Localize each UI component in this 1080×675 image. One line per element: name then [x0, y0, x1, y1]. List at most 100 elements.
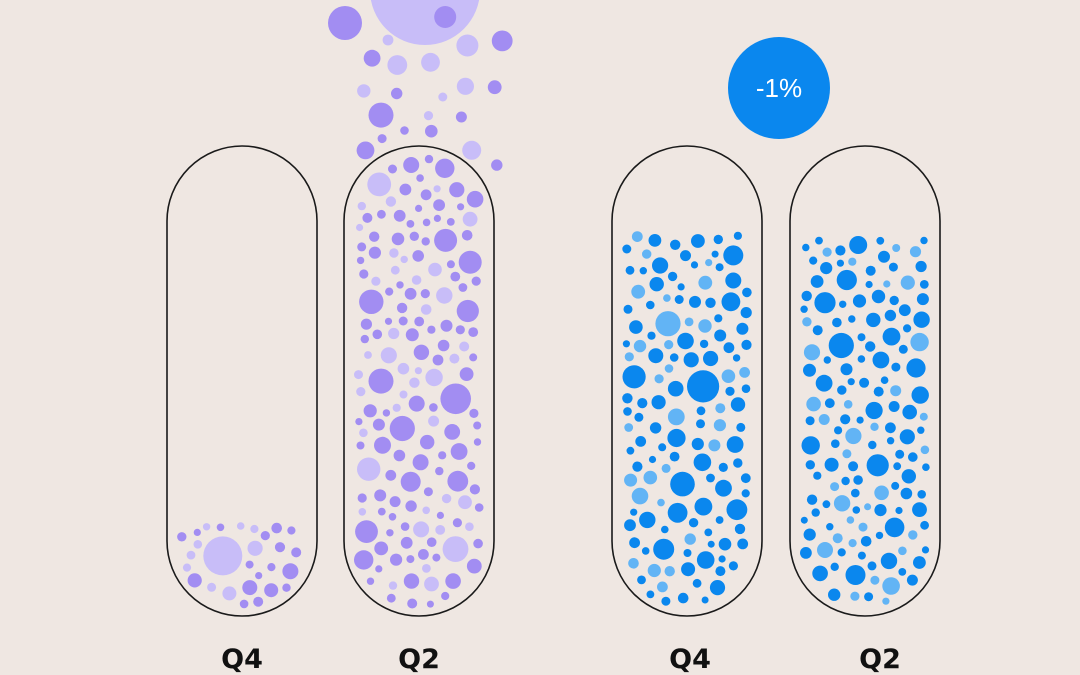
- bubble: [920, 520, 929, 530]
- bubble: [868, 440, 877, 450]
- bubble: [849, 236, 868, 254]
- bubble: [412, 250, 425, 262]
- bubble: [882, 597, 890, 605]
- bubble: [424, 154, 434, 164]
- bubble: [737, 538, 749, 550]
- bubble: [282, 583, 291, 592]
- bubble: [663, 294, 671, 302]
- bubble: [236, 522, 245, 530]
- bubble: [253, 596, 264, 607]
- bubble: [901, 469, 916, 484]
- bubble: [455, 325, 465, 335]
- bubble: [847, 378, 855, 386]
- bubble: [388, 164, 397, 174]
- bubble: [372, 329, 383, 340]
- bubble: [622, 393, 633, 404]
- bubbles-q2-blue: [800, 236, 930, 605]
- bubble: [390, 553, 403, 566]
- bubble: [255, 572, 263, 580]
- bubble: [187, 573, 202, 588]
- bubble: [357, 493, 367, 503]
- bubble: [458, 495, 472, 510]
- bubble: [447, 470, 469, 492]
- bubble: [368, 246, 381, 259]
- bubble: [800, 547, 812, 559]
- bubble: [706, 473, 715, 483]
- bubble: [696, 419, 705, 429]
- bubbles-q2-purple: [354, 6, 513, 609]
- bubble: [403, 157, 420, 173]
- bubble: [651, 395, 666, 410]
- bubble: [910, 332, 929, 352]
- bubble: [818, 414, 830, 425]
- bubble: [359, 428, 368, 438]
- bubble: [652, 257, 669, 274]
- bubble: [883, 280, 891, 288]
- bubble: [889, 295, 899, 306]
- bubble: [639, 267, 647, 275]
- bubble: [432, 553, 441, 562]
- bubble: [715, 403, 726, 414]
- bubble: [919, 280, 929, 289]
- bubble: [467, 461, 476, 470]
- bubble: [631, 284, 646, 299]
- bubble: [813, 471, 822, 480]
- bubble: [639, 511, 656, 529]
- bubble: [736, 422, 746, 432]
- bubble: [388, 581, 398, 590]
- bubble: [441, 591, 450, 601]
- bubble: [714, 329, 727, 342]
- bubble: [363, 404, 377, 418]
- bubble: [824, 398, 835, 409]
- bubble: [856, 416, 864, 424]
- bubble: [418, 549, 429, 560]
- bubble: [440, 319, 453, 332]
- capsule-q2-purple: [343, 145, 495, 617]
- bubble: [466, 558, 482, 574]
- bubble: [428, 415, 440, 427]
- bubble: [374, 436, 391, 454]
- overflow-bubble: [395, 13, 405, 22]
- bubble: [646, 590, 655, 599]
- overflow-bubble: [491, 30, 513, 52]
- bubble: [413, 344, 430, 360]
- bubble: [733, 231, 743, 240]
- bubble: [830, 562, 839, 571]
- bubble: [817, 542, 833, 558]
- bubble: [908, 530, 918, 540]
- bubble: [890, 385, 902, 397]
- bubble: [415, 204, 423, 212]
- bubble: [713, 419, 727, 432]
- tick-label-q2-purple: Q2: [398, 644, 440, 675]
- bubble: [696, 551, 715, 569]
- bubble: [732, 354, 741, 362]
- bubble: [865, 401, 883, 420]
- bubble: [857, 551, 866, 560]
- overflow-bubble: [356, 141, 375, 160]
- bubble: [222, 586, 237, 601]
- bubble: [245, 560, 254, 569]
- bubble: [837, 548, 846, 557]
- bubble: [711, 250, 719, 258]
- bubble: [741, 489, 750, 498]
- bubble: [469, 408, 479, 418]
- bubble: [812, 325, 823, 336]
- bubble: [723, 342, 735, 354]
- bubble: [898, 546, 907, 556]
- bubble: [667, 502, 688, 523]
- bubble: [822, 247, 832, 257]
- bubble: [398, 316, 408, 326]
- bubble: [473, 438, 482, 446]
- capsule-q2-blue: [789, 145, 941, 617]
- bubble: [696, 406, 706, 416]
- bubble: [837, 385, 847, 395]
- bubble: [865, 280, 873, 289]
- bubble: [624, 473, 638, 487]
- bubble: [655, 311, 681, 337]
- bubble: [435, 466, 444, 476]
- bubble: [409, 377, 420, 388]
- bubble: [408, 395, 425, 412]
- bubble: [911, 386, 929, 404]
- bubble: [624, 519, 636, 532]
- bubble: [406, 555, 415, 564]
